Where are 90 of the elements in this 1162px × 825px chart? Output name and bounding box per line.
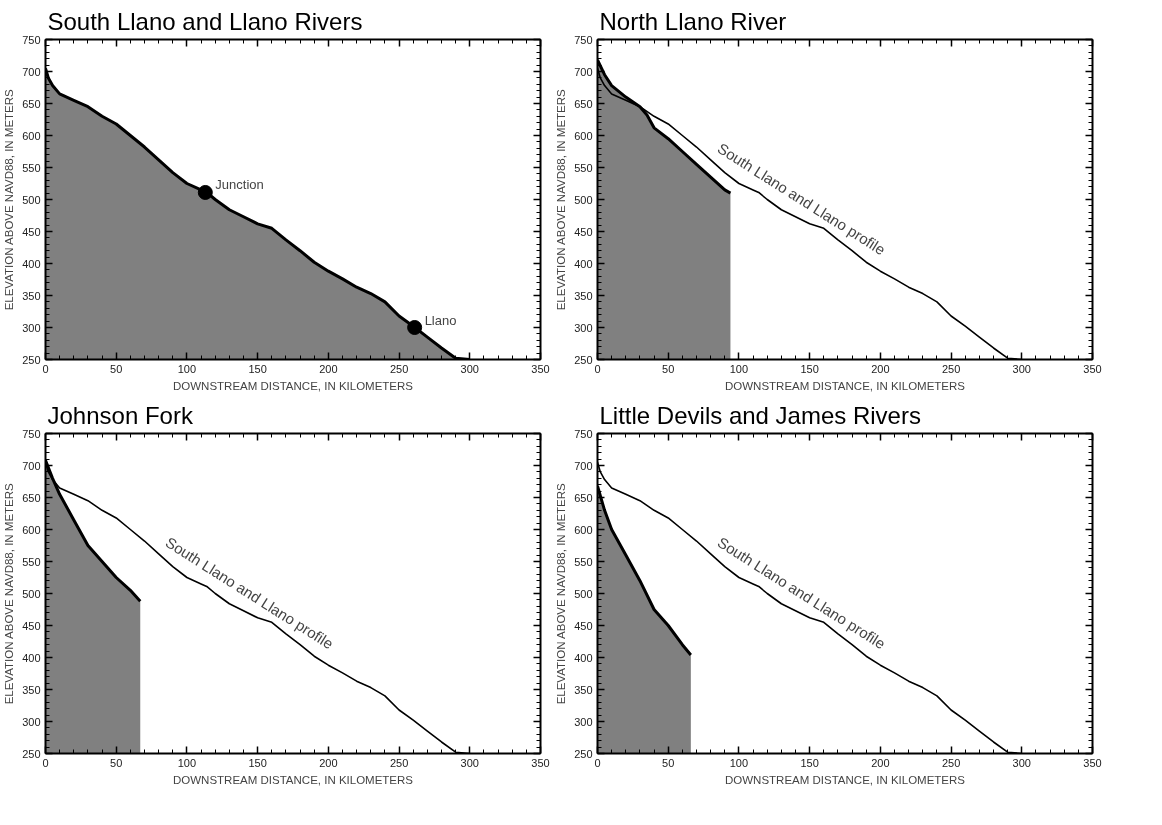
x-tick-label: 350 bbox=[1083, 756, 1102, 769]
y-tick-label: 500 bbox=[22, 193, 41, 206]
y-tick-label: 350 bbox=[574, 683, 593, 696]
x-axis-title: DOWNSTREAM DISTANCE, IN KILOMETERS bbox=[724, 773, 966, 786]
y-tick-label: 750 bbox=[22, 427, 41, 440]
y-tick-label: 400 bbox=[22, 257, 41, 270]
y-tick-label: 700 bbox=[22, 65, 41, 78]
annotation: Junction bbox=[215, 177, 264, 193]
x-tick-label: 0 bbox=[42, 756, 49, 769]
annotation: Llano bbox=[424, 312, 457, 328]
x-tick-label: 0 bbox=[594, 756, 601, 769]
y-tick-label: 550 bbox=[22, 161, 41, 174]
y-tick-label: 400 bbox=[574, 651, 593, 664]
y-tick-label: 550 bbox=[574, 161, 593, 174]
y-tick-label: 750 bbox=[574, 33, 593, 46]
x-tick-label: 50 bbox=[110, 362, 123, 375]
y-tick-label: 600 bbox=[574, 129, 593, 142]
chart-title: South Llano and Llano Rivers bbox=[47, 7, 363, 35]
y-tick-label: 250 bbox=[22, 353, 41, 366]
x-tick-label: 300 bbox=[460, 362, 479, 375]
y-tick-label: 600 bbox=[22, 129, 41, 142]
y-tick-label: 350 bbox=[22, 289, 41, 302]
x-tick-label: 350 bbox=[1083, 362, 1102, 375]
y-tick-label: 500 bbox=[22, 587, 41, 600]
y-axis-title: ELEVATION ABOVE NAVD88, IN METERS bbox=[3, 482, 16, 705]
y-tick-label: 550 bbox=[22, 555, 41, 568]
x-tick-label: 300 bbox=[1012, 362, 1031, 375]
y-tick-label: 550 bbox=[574, 555, 593, 568]
x-tick-label: 0 bbox=[42, 362, 49, 375]
x-tick-label: 150 bbox=[800, 756, 819, 769]
y-tick-label: 400 bbox=[574, 257, 593, 270]
x-tick-label: 0 bbox=[594, 362, 601, 375]
x-tick-label: 50 bbox=[662, 756, 675, 769]
x-tick-label: 250 bbox=[389, 362, 409, 375]
y-tick-label: 500 bbox=[574, 587, 593, 600]
x-tick-label: 150 bbox=[800, 362, 819, 375]
y-tick-label: 300 bbox=[574, 715, 593, 728]
x-tick-label: 100 bbox=[177, 362, 197, 375]
y-tick-label: 700 bbox=[574, 459, 593, 472]
y-tick-label: 300 bbox=[22, 715, 41, 728]
x-axis-title: DOWNSTREAM DISTANCE, IN KILOMETERS bbox=[172, 773, 414, 786]
y-tick-label: 750 bbox=[22, 33, 41, 46]
y-axis-title: ELEVATION ABOVE NAVD88, IN METERS bbox=[555, 88, 568, 311]
x-tick-label: 250 bbox=[941, 362, 961, 375]
y-tick-label: 650 bbox=[22, 491, 41, 504]
y-tick-label: 300 bbox=[574, 321, 593, 334]
y-tick-label: 250 bbox=[574, 747, 593, 760]
chart-title: Johnson Fork bbox=[47, 401, 194, 429]
x-tick-label: 250 bbox=[389, 756, 409, 769]
y-tick-label: 600 bbox=[574, 523, 593, 536]
x-tick-label: 300 bbox=[460, 756, 479, 769]
y-tick-label: 750 bbox=[574, 427, 593, 440]
x-axis-title: DOWNSTREAM DISTANCE, IN KILOMETERS bbox=[172, 379, 414, 392]
x-tick-label: 350 bbox=[531, 362, 550, 375]
chart-title: Little Devils and James Rivers bbox=[599, 401, 921, 429]
x-tick-label: 200 bbox=[319, 362, 338, 375]
y-tick-label: 450 bbox=[22, 619, 41, 632]
y-axis-title: ELEVATION ABOVE NAVD88, IN METERS bbox=[555, 482, 568, 705]
chart-title: North Llano River bbox=[599, 7, 787, 35]
y-tick-label: 300 bbox=[22, 321, 41, 334]
y-tick-label: 250 bbox=[22, 747, 41, 760]
y-tick-label: 250 bbox=[574, 353, 593, 366]
y-tick-label: 450 bbox=[574, 225, 593, 238]
x-tick-label: 100 bbox=[729, 756, 749, 769]
y-tick-label: 650 bbox=[22, 97, 41, 110]
x-axis-title: DOWNSTREAM DISTANCE, IN KILOMETERS bbox=[724, 379, 966, 392]
x-tick-label: 100 bbox=[729, 362, 749, 375]
x-tick-label: 50 bbox=[662, 362, 675, 375]
y-tick-label: 350 bbox=[574, 289, 593, 302]
x-tick-label: 100 bbox=[177, 756, 197, 769]
y-axis-title: ELEVATION ABOVE NAVD88, IN METERS bbox=[3, 88, 16, 311]
x-tick-label: 150 bbox=[248, 362, 267, 375]
y-tick-label: 600 bbox=[22, 523, 41, 536]
x-tick-label: 200 bbox=[319, 756, 338, 769]
y-tick-label: 650 bbox=[574, 491, 593, 504]
x-tick-label: 350 bbox=[531, 756, 550, 769]
y-tick-label: 450 bbox=[22, 225, 41, 238]
y-tick-label: 700 bbox=[22, 459, 41, 472]
x-tick-label: 200 bbox=[871, 756, 890, 769]
x-tick-label: 300 bbox=[1012, 756, 1031, 769]
y-tick-label: 700 bbox=[574, 65, 593, 78]
x-tick-label: 50 bbox=[110, 756, 123, 769]
y-tick-label: 450 bbox=[574, 619, 593, 632]
x-tick-label: 250 bbox=[941, 756, 961, 769]
x-tick-label: 200 bbox=[871, 362, 890, 375]
y-tick-label: 400 bbox=[22, 651, 41, 664]
y-tick-label: 350 bbox=[22, 683, 41, 696]
y-tick-label: 500 bbox=[574, 193, 593, 206]
x-tick-label: 150 bbox=[248, 756, 267, 769]
y-tick-label: 650 bbox=[574, 97, 593, 110]
